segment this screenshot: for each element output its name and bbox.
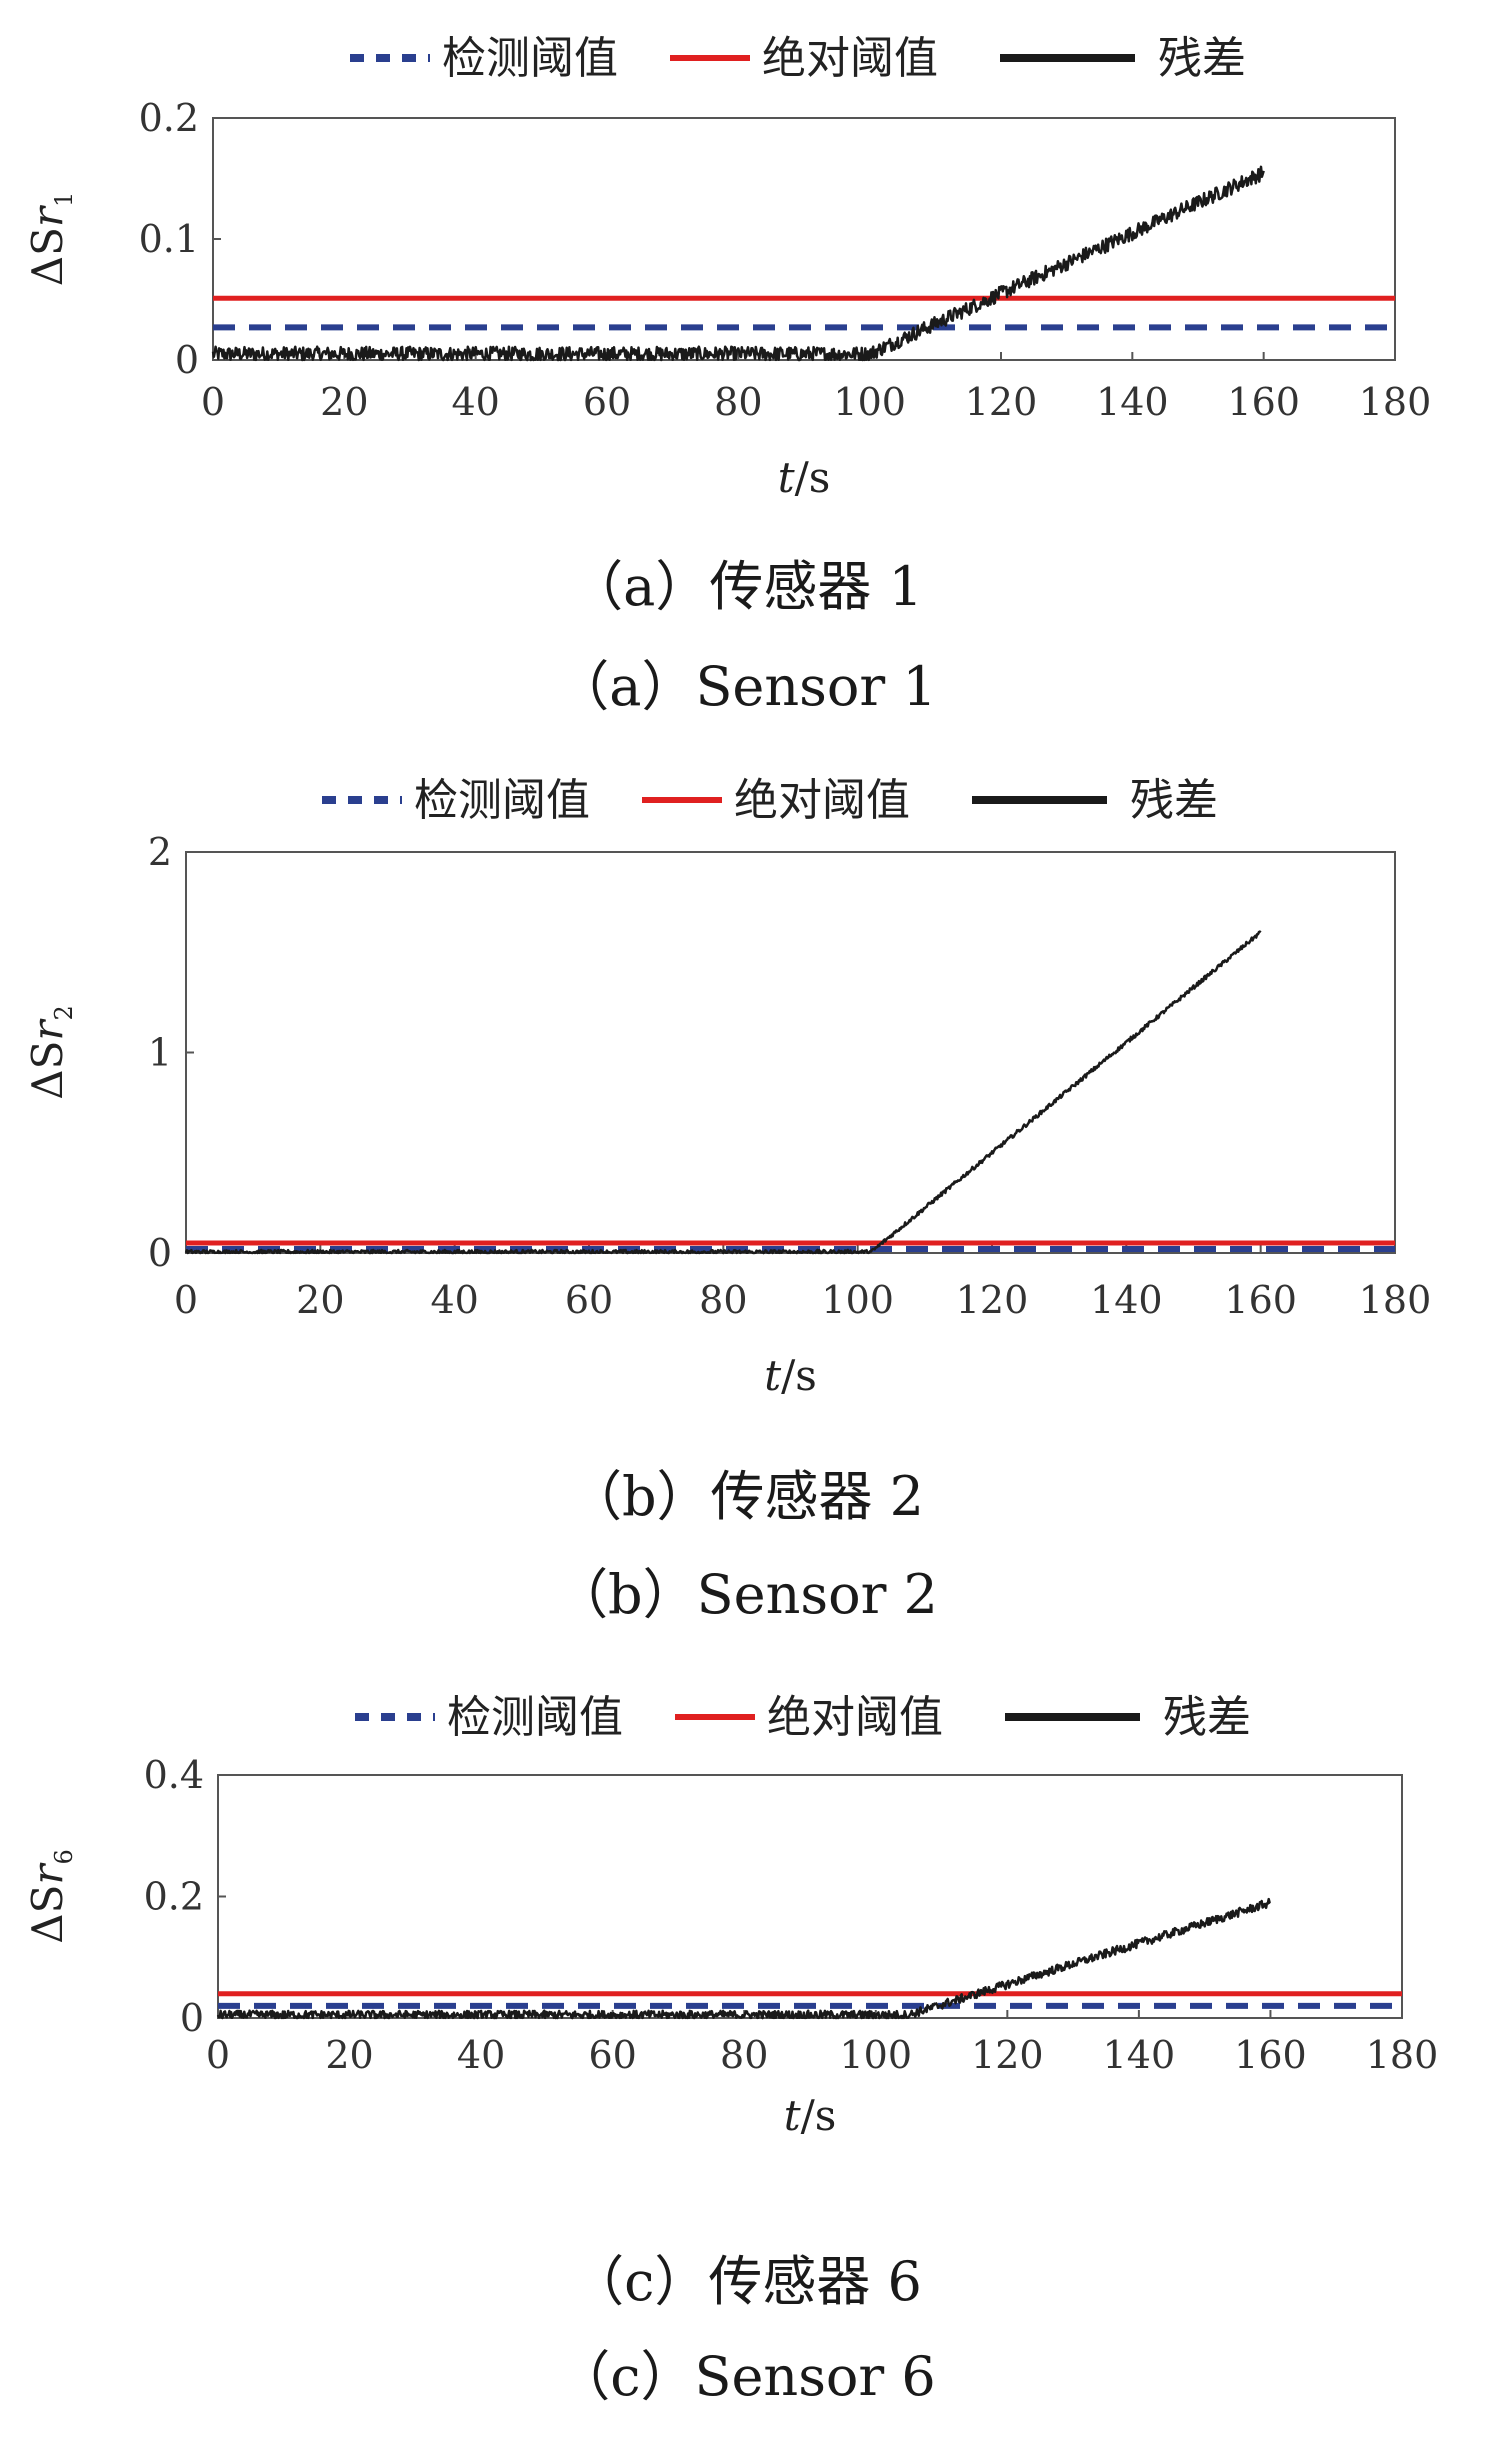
legend-label-detect: 检测阈值 [414, 775, 590, 826]
residual-series-line [216, 1897, 1272, 2020]
y-axis-label: ΔSr2 [23, 1005, 78, 1099]
legend-label-detect: 检测阈值 [447, 1692, 623, 1743]
x-tick-label: 0 [201, 380, 225, 424]
x-tick-label: 20 [320, 380, 368, 424]
x-tick-label: 120 [956, 1278, 1029, 1322]
x-axis-label: t/s [778, 453, 831, 502]
x-tick-label: 140 [1096, 380, 1169, 424]
y-tick-label: 0 [148, 1231, 172, 1275]
y-tick-label: 1 [148, 1031, 172, 1075]
x-tick-label: 180 [1359, 1278, 1432, 1322]
x-tick-label: 180 [1359, 380, 1432, 424]
x-tick-label: 180 [1366, 2033, 1439, 2077]
y-tick-label: 0 [180, 1996, 204, 2040]
y-axis-label: ΔSr6 [23, 1849, 78, 1943]
y-axis-label: ΔSr1 [23, 192, 78, 286]
chart-panel-3: 检测阈值 绝对阈值 残差 0 20 40 60 80 100 120 140 160 180 0 0.2 0.… [23, 1692, 1438, 2408]
chart-panel-1: 检测阈值 绝对阈值 残差 0 20 40 60 80 100 120 140 160 180 0 0.1 0.… [23, 33, 1431, 718]
x-tick-label: 160 [1224, 1278, 1297, 1322]
legend: 检测阈值 绝对阈值 残差 [355, 1692, 1251, 1743]
legend-label-residual: 残差 [1130, 775, 1218, 826]
x-tick-label: 40 [457, 2033, 505, 2077]
x-axis-label: t/s [784, 2091, 837, 2140]
x-tick-label: 160 [1234, 2033, 1307, 2077]
legend-label-detect: 检测阈值 [442, 33, 618, 84]
legend-label-absolute: 绝对阈值 [767, 1692, 943, 1743]
x-tick-label: 140 [1090, 1278, 1163, 1322]
x-tick-label: 20 [325, 2033, 373, 2077]
x-tick-label: 60 [588, 2033, 636, 2077]
x-tick-label: 60 [565, 1278, 613, 1322]
caption-en: （b）Sensor 2 [554, 1563, 938, 1626]
x-axis-label: t/s [764, 1351, 817, 1400]
x-tick-label: 80 [699, 1278, 747, 1322]
legend-label-residual: 残差 [1163, 1692, 1251, 1743]
x-tick-label: 100 [840, 2033, 913, 2077]
caption-cn: （c）传感器 6 [570, 2250, 922, 2313]
caption-cn: （b）传感器 2 [568, 1465, 924, 1528]
chart-panel-2: 检测阈值 绝对阈值 残差 0 20 40 60 80 100 120 140 160 180 0 1 2 t/s… [23, 775, 1431, 1626]
y-tick-label: 0.1 [139, 217, 199, 261]
x-tick-label: 40 [451, 380, 499, 424]
caption-en: （a）Sensor 1 [555, 655, 936, 718]
x-tick-label: 120 [965, 380, 1038, 424]
x-tick-label: 0 [206, 2033, 230, 2077]
x-tick-label: 100 [821, 1278, 894, 1322]
plot-frame [185, 851, 1396, 1254]
legend: 检测阈值 绝对阈值 残差 [350, 33, 1246, 84]
legend-label-absolute: 绝对阈值 [734, 775, 910, 826]
plot-frame [217, 1774, 1403, 2019]
y-tick-label: 0.2 [139, 96, 199, 140]
x-tick-label: 80 [714, 380, 762, 424]
x-tick-label: 0 [174, 1278, 198, 1322]
residual-series-line [211, 165, 1265, 362]
y-tick-label: 2 [148, 830, 172, 874]
x-tick-label: 60 [583, 380, 631, 424]
residual-series-line [184, 930, 1262, 1255]
x-tick-label: 80 [720, 2033, 768, 2077]
y-tick-label: 0.4 [144, 1753, 204, 1797]
legend-label-absolute: 绝对阈值 [762, 33, 938, 84]
x-tick-label: 140 [1103, 2033, 1176, 2077]
x-tick-label: 120 [971, 2033, 1044, 2077]
x-tick-label: 100 [833, 380, 906, 424]
y-tick-label: 0.2 [144, 1875, 204, 1919]
x-tick-label: 160 [1227, 380, 1300, 424]
x-tick-label: 20 [296, 1278, 344, 1322]
legend-label-residual: 残差 [1158, 33, 1246, 84]
y-tick-label: 0 [175, 338, 199, 382]
caption-en: （c）Sensor 6 [556, 2345, 936, 2408]
caption-cn: （a）传感器 1 [569, 555, 923, 618]
legend: 检测阈值 绝对阈值 残差 [322, 775, 1218, 826]
plot-frame [212, 117, 1396, 361]
x-tick-label: 40 [430, 1278, 478, 1322]
